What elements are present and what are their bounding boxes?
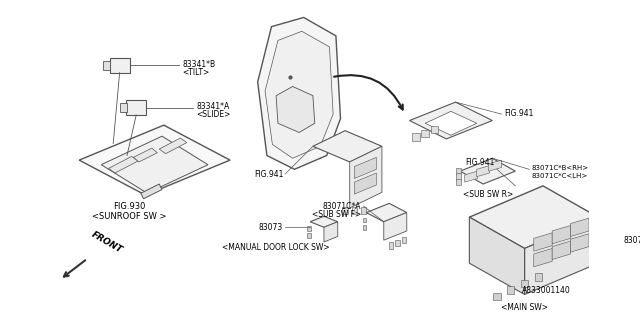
Polygon shape [521, 280, 528, 287]
Polygon shape [534, 248, 552, 267]
Text: <TILT>: <TILT> [182, 68, 209, 77]
Polygon shape [571, 218, 589, 236]
Polygon shape [456, 173, 461, 180]
Polygon shape [355, 157, 376, 179]
Polygon shape [507, 286, 515, 293]
Polygon shape [597, 233, 603, 240]
Polygon shape [412, 133, 420, 141]
Text: 83341*B: 83341*B [182, 60, 215, 69]
Polygon shape [493, 292, 500, 300]
Text: A833001140: A833001140 [522, 286, 571, 295]
Polygon shape [534, 233, 552, 251]
Polygon shape [313, 131, 382, 162]
Polygon shape [384, 212, 407, 240]
Polygon shape [307, 226, 311, 230]
Text: FIG.941: FIG.941 [466, 158, 495, 167]
Polygon shape [489, 160, 502, 171]
Text: FIG.941: FIG.941 [254, 170, 284, 179]
Polygon shape [310, 216, 338, 227]
FancyArrowPatch shape [64, 260, 85, 276]
Polygon shape [276, 86, 315, 132]
Polygon shape [425, 111, 477, 135]
Polygon shape [324, 222, 338, 242]
Polygon shape [134, 148, 157, 162]
Text: 83071C*C<LH>: 83071C*C<LH> [532, 173, 588, 179]
Text: <SUB SW R>: <SUB SW R> [463, 189, 513, 198]
Polygon shape [597, 247, 603, 254]
Polygon shape [265, 31, 333, 158]
Polygon shape [477, 166, 490, 177]
Polygon shape [109, 58, 130, 73]
Text: 83073: 83073 [259, 223, 282, 232]
Text: 83071C*A: 83071C*A [323, 202, 361, 211]
Polygon shape [571, 234, 589, 252]
Text: 83071C*B<RH>: 83071C*B<RH> [532, 165, 589, 171]
Polygon shape [552, 241, 571, 260]
Polygon shape [410, 102, 492, 139]
Polygon shape [363, 225, 366, 229]
Polygon shape [552, 226, 571, 244]
Polygon shape [402, 237, 406, 244]
Polygon shape [597, 260, 603, 268]
Polygon shape [355, 173, 376, 194]
Polygon shape [431, 126, 438, 133]
FancyArrowPatch shape [334, 75, 403, 109]
Polygon shape [120, 103, 127, 112]
Polygon shape [101, 136, 208, 193]
Text: <MANUAL DOOR LOCK SW>: <MANUAL DOOR LOCK SW> [222, 243, 330, 252]
Polygon shape [159, 138, 187, 154]
Text: 83341*A: 83341*A [196, 102, 229, 111]
Text: <SUNROOF SW >: <SUNROOF SW > [92, 212, 166, 220]
Polygon shape [351, 207, 357, 214]
Polygon shape [103, 61, 111, 70]
Text: FRONT: FRONT [90, 230, 124, 255]
Polygon shape [456, 168, 461, 174]
Polygon shape [258, 18, 340, 169]
Polygon shape [349, 146, 382, 208]
Polygon shape [141, 184, 162, 199]
Polygon shape [126, 100, 147, 115]
Text: <SLIDE>: <SLIDE> [196, 110, 230, 119]
Polygon shape [465, 171, 477, 182]
Polygon shape [469, 217, 525, 294]
Text: FIG.941: FIG.941 [504, 109, 534, 118]
Polygon shape [109, 156, 138, 173]
Polygon shape [525, 217, 598, 294]
Polygon shape [361, 207, 366, 214]
Polygon shape [422, 130, 429, 137]
Polygon shape [307, 233, 311, 238]
Polygon shape [366, 203, 407, 222]
Polygon shape [396, 240, 400, 246]
Text: FIG.930: FIG.930 [113, 202, 145, 211]
Polygon shape [469, 186, 598, 248]
Polygon shape [456, 179, 461, 185]
Text: <SUB SW F>: <SUB SW F> [312, 210, 361, 219]
Polygon shape [460, 158, 515, 184]
Polygon shape [342, 207, 348, 214]
Polygon shape [363, 218, 366, 222]
Text: <MAIN SW>: <MAIN SW> [501, 303, 548, 312]
Polygon shape [79, 125, 230, 195]
Polygon shape [534, 273, 542, 281]
Text: 83071: 83071 [623, 236, 640, 245]
Polygon shape [389, 243, 394, 249]
